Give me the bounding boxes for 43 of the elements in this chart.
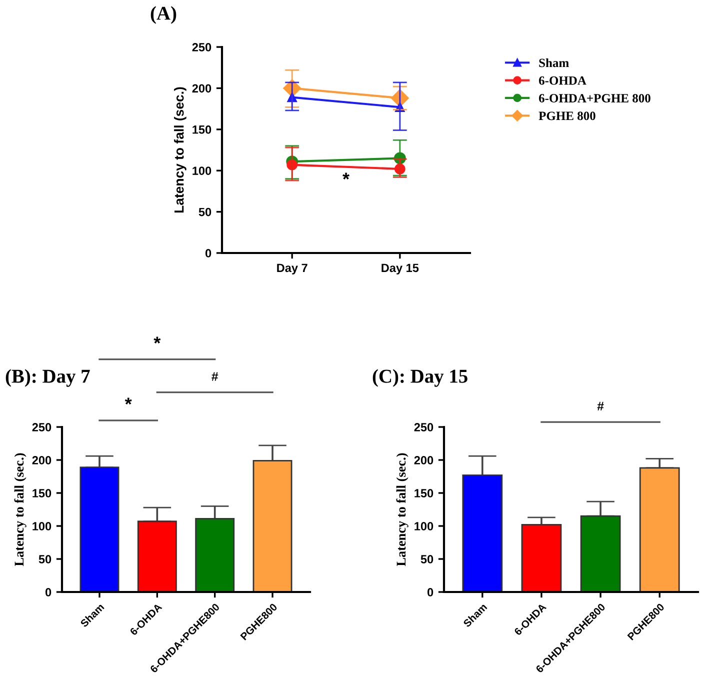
y-axis-title: Latency to fall (sec.) — [174, 87, 186, 213]
y-tick-label: 200 — [192, 84, 212, 93]
bar — [462, 474, 503, 592]
y-tick-label: 50 — [38, 555, 52, 564]
bar — [639, 467, 680, 592]
y-tick-label: 200 — [32, 456, 52, 464]
annotation: * — [342, 172, 350, 180]
bar — [80, 466, 120, 592]
y-tick-label: 0 — [45, 588, 52, 596]
y-tick-label: 150 — [414, 489, 434, 498]
bar — [137, 520, 177, 592]
x-tick-label: Day 15 — [382, 264, 419, 274]
y-axis-title: Latency to fall (sec.) — [14, 453, 26, 566]
chart-title: (C): Day 15 — [372, 369, 468, 387]
y-tick-label: 0 — [427, 588, 434, 596]
y-tick-label: 150 — [192, 125, 212, 134]
y-tick-label: 150 — [32, 489, 52, 498]
y-axis-title: Latency to fall (sec.) — [396, 453, 408, 566]
bar — [252, 460, 292, 592]
chart-title: (B): Day 7 — [6, 369, 90, 387]
legend-label: PGHE 800 — [538, 112, 596, 120]
y-tick-label: 250 — [192, 43, 212, 52]
y-tick-label: 200 — [414, 456, 434, 464]
y-tick-label: 100 — [32, 522, 52, 530]
chart-title: (A) — [150, 6, 176, 24]
bar — [195, 518, 235, 592]
legend-label: 6-OHDA — [538, 76, 586, 85]
y-tick-label: 250 — [32, 423, 52, 432]
y-tick-label: 250 — [414, 423, 434, 432]
y-tick-label: 100 — [192, 166, 212, 175]
y-tick-label: 50 — [198, 208, 212, 216]
text: * — [124, 398, 132, 405]
legend-label: Sham — [539, 58, 569, 68]
text: # — [212, 372, 218, 381]
bar — [580, 515, 621, 592]
text: * — [154, 336, 161, 344]
text: # — [597, 402, 604, 410]
x-tick-label: Day 7 — [277, 264, 308, 274]
bar — [521, 524, 562, 592]
y-tick-label: 50 — [420, 555, 434, 564]
y-tick-label: 0 — [205, 249, 212, 258]
y-tick-label: 100 — [414, 522, 434, 530]
legend-label: 6-OHDA+PGHE 800 — [538, 94, 650, 102]
